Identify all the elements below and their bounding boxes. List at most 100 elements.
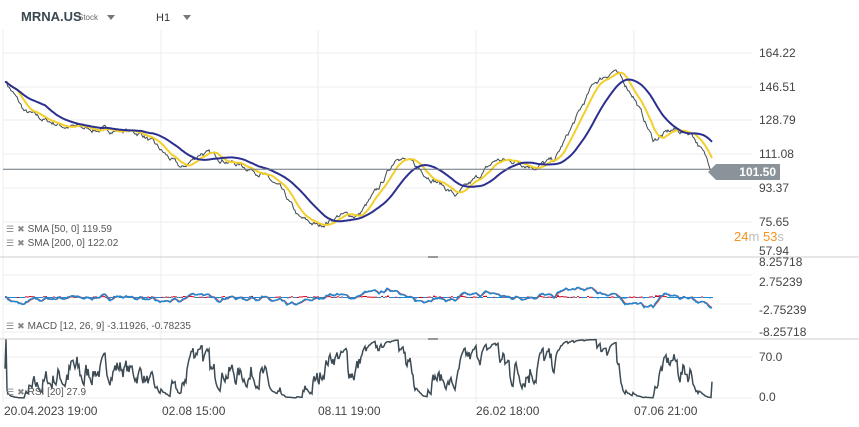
legend-label: MACD [27, 321, 58, 332]
macd-histogram-bar [499, 297, 501, 298]
macd-histogram-bar [417, 297, 419, 298]
macd-histogram-bar [243, 297, 245, 298]
macd-histogram-bar [159, 297, 161, 298]
macd-histogram-bar [675, 297, 677, 298]
macd-histogram-bar [693, 297, 695, 298]
rsi-line [4, 338, 713, 399]
macd-histogram-bar [183, 295, 185, 297]
macd-histogram-bar [95, 296, 97, 298]
macd-histogram-bar [173, 296, 175, 298]
macd-histogram-bar [197, 297, 199, 298]
macd-histogram-bar [433, 295, 435, 297]
macd-histogram-bar [485, 295, 487, 297]
macd-histogram-bar [359, 296, 361, 298]
time-tick: 02.08 15:00 [162, 404, 226, 418]
macd-histogram-bar [443, 297, 445, 298]
macd-histogram-bar [295, 297, 297, 298]
macd-histogram-bar [105, 296, 107, 298]
legend-label: SMA [27, 238, 49, 249]
macd-histogram-bar [247, 297, 249, 298]
macd-histogram-bar [667, 297, 669, 298]
macd-histogram-bar [279, 296, 281, 298]
macd-histogram-bar [657, 295, 659, 297]
macd-histogram-bar [155, 297, 157, 299]
macd-histogram-bar [525, 297, 527, 298]
macd-histogram-bar [663, 296, 665, 298]
timeframe-label[interactable]: H1 [156, 12, 171, 24]
price-tick: 146.51 [759, 80, 796, 94]
macd-histogram-bar [577, 296, 579, 298]
macd-histogram-bar [419, 296, 421, 298]
macd-histogram-bar [697, 297, 699, 298]
macd-histogram-bar [293, 297, 295, 298]
macd-histogram-bar [41, 297, 43, 298]
macd-histogram-bar [439, 296, 441, 298]
macd-histogram-bar [315, 296, 317, 298]
close-icon[interactable]: ✖ [17, 321, 25, 331]
price-tick: 57.94 [759, 244, 790, 258]
macd-histogram-bar [145, 297, 147, 298]
macd-histogram-bar [135, 297, 137, 298]
macd-histogram-bar [51, 297, 53, 298]
macd-histogram-bar [623, 297, 625, 299]
settings-icon[interactable]: ☰ [6, 238, 15, 248]
macd-histogram-bar [109, 297, 111, 299]
macd-histogram-bar [637, 297, 639, 298]
macd-histogram-bar [297, 296, 299, 298]
macd-histogram-bar [473, 296, 475, 298]
close-icon[interactable]: ✖ [17, 238, 25, 248]
settings-icon[interactable]: ☰ [6, 224, 15, 234]
macd-histogram-bar [37, 297, 39, 298]
macd-histogram-bar [463, 296, 465, 298]
macd-histogram-bar [555, 296, 557, 298]
macd-histogram-bar [423, 297, 425, 298]
macd-histogram-bar [245, 297, 247, 298]
macd-histogram-bar [471, 296, 473, 298]
macd-histogram-bar [631, 296, 633, 298]
macd-histogram-bar [353, 297, 355, 298]
settings-icon[interactable]: ☰ [6, 321, 15, 331]
macd-histogram-bar [695, 297, 697, 298]
macd-histogram-bar [425, 297, 427, 298]
rsi-tick: 0.0 [759, 390, 776, 404]
price-tick: 93.37 [759, 181, 790, 195]
macd-histogram-bar [475, 296, 477, 298]
macd-histogram-bar [53, 296, 55, 298]
macd-histogram-bar [441, 296, 443, 298]
macd-histogram-bar [205, 296, 207, 298]
macd-histogram-bar [451, 296, 453, 298]
macd-histogram-bar [59, 296, 61, 298]
symbol-dropdown-icon[interactable] [107, 15, 115, 20]
symbol-label[interactable]: MRNA.US [21, 9, 82, 24]
macd-histogram-bar [39, 297, 41, 298]
macd-histogram-bar [337, 296, 339, 298]
macd-histogram-bar [331, 296, 333, 298]
settings-icon[interactable]: ☰ [6, 387, 15, 397]
close-icon[interactable]: ✖ [17, 224, 25, 234]
macd-histogram-bar [283, 297, 285, 298]
timeframe-dropdown-icon[interactable] [183, 15, 191, 20]
macd-histogram-bar [401, 297, 403, 298]
macd-histogram-bar [277, 296, 279, 298]
macd-histogram-bar [307, 296, 309, 298]
macd-histogram-bar [607, 297, 609, 298]
sma50-line [4, 71, 713, 226]
macd-histogram-bar [369, 296, 371, 298]
macd-histogram-bar [329, 296, 331, 298]
price-line [4, 69, 713, 229]
macd-histogram-bar [601, 297, 603, 298]
legend-rsi: ☰ ✖ RSI [20] 27.9 [6, 387, 86, 398]
macd-histogram-bar [587, 296, 589, 298]
macd-histogram-bar [193, 296, 195, 298]
macd-histogram-bar [289, 296, 291, 298]
macd-histogram-bar [453, 297, 455, 298]
close-icon[interactable]: ✖ [17, 387, 25, 397]
macd-histogram-bar [405, 297, 407, 298]
macd-histogram-bar [421, 296, 423, 298]
macd-histogram-bar [163, 297, 165, 298]
macd-histogram-bar [93, 296, 95, 298]
macd-histogram-bar [671, 297, 673, 298]
macd-histogram-bar [15, 297, 17, 298]
